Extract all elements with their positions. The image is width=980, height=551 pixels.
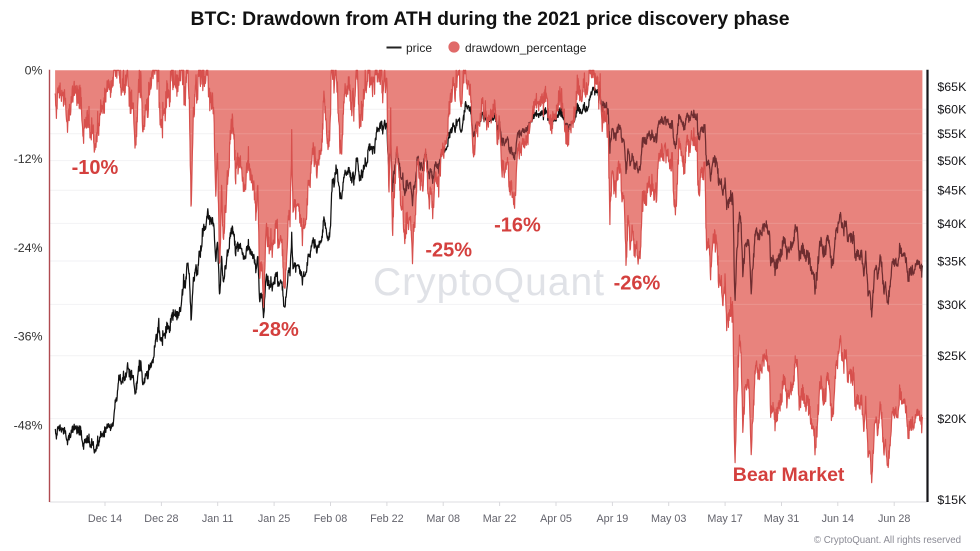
svg-text:Feb 22: Feb 22 (370, 513, 404, 525)
svg-text:Jan 25: Jan 25 (258, 513, 290, 525)
svg-text:-12%: -12% (14, 152, 43, 166)
svg-text:May 03: May 03 (651, 513, 686, 525)
svg-text:Jun 14: Jun 14 (822, 513, 854, 525)
svg-text:-24%: -24% (14, 241, 43, 255)
svg-text:$40K: $40K (937, 217, 967, 231)
svg-text:Mar 22: Mar 22 (483, 513, 517, 525)
svg-text:$60K: $60K (937, 103, 967, 117)
svg-text:price: price (406, 41, 432, 55)
svg-text:$65K: $65K (937, 80, 967, 94)
svg-text:CryptoQuant: CryptoQuant (373, 261, 605, 304)
svg-text:$50K: $50K (937, 154, 967, 168)
svg-text:$20K: $20K (937, 412, 967, 426)
svg-text:$35K: $35K (937, 254, 967, 268)
svg-text:Jan 11: Jan 11 (202, 513, 234, 525)
svg-text:drawdown_percentage: drawdown_percentage (465, 41, 587, 55)
svg-text:May 31: May 31 (764, 513, 799, 525)
svg-text:$15K: $15K (937, 493, 967, 507)
svg-text:$45K: $45K (937, 184, 967, 198)
svg-text:BTC: Drawdown from ATH during: BTC: Drawdown from ATH during the 2021 p… (190, 8, 789, 30)
svg-text:Dec 28: Dec 28 (144, 513, 178, 525)
svg-text:Bear Market: Bear Market (733, 464, 845, 486)
svg-text:$25K: $25K (937, 349, 967, 363)
svg-text:-28%: -28% (252, 319, 299, 341)
svg-text:-16%: -16% (494, 214, 541, 236)
svg-text:Mar 08: Mar 08 (426, 513, 460, 525)
svg-text:-48%: -48% (14, 418, 43, 432)
svg-text:Dec 14: Dec 14 (88, 513, 122, 525)
svg-text:-26%: -26% (614, 272, 661, 294)
svg-text:Feb 08: Feb 08 (314, 513, 348, 525)
svg-text:0%: 0% (25, 63, 43, 77)
svg-text:$55K: $55K (937, 127, 967, 141)
svg-text:-36%: -36% (14, 330, 43, 344)
svg-text:-10%: -10% (72, 157, 119, 179)
svg-text:Apr 19: Apr 19 (596, 513, 628, 525)
svg-text:$30K: $30K (937, 298, 967, 312)
svg-text:-25%: -25% (425, 239, 472, 261)
svg-text:Apr 05: Apr 05 (540, 513, 572, 525)
svg-text:© CryptoQuant. All rights rese: © CryptoQuant. All rights reserved (814, 535, 961, 546)
svg-text:Jun 28: Jun 28 (878, 513, 910, 525)
svg-text:May 17: May 17 (707, 513, 742, 525)
